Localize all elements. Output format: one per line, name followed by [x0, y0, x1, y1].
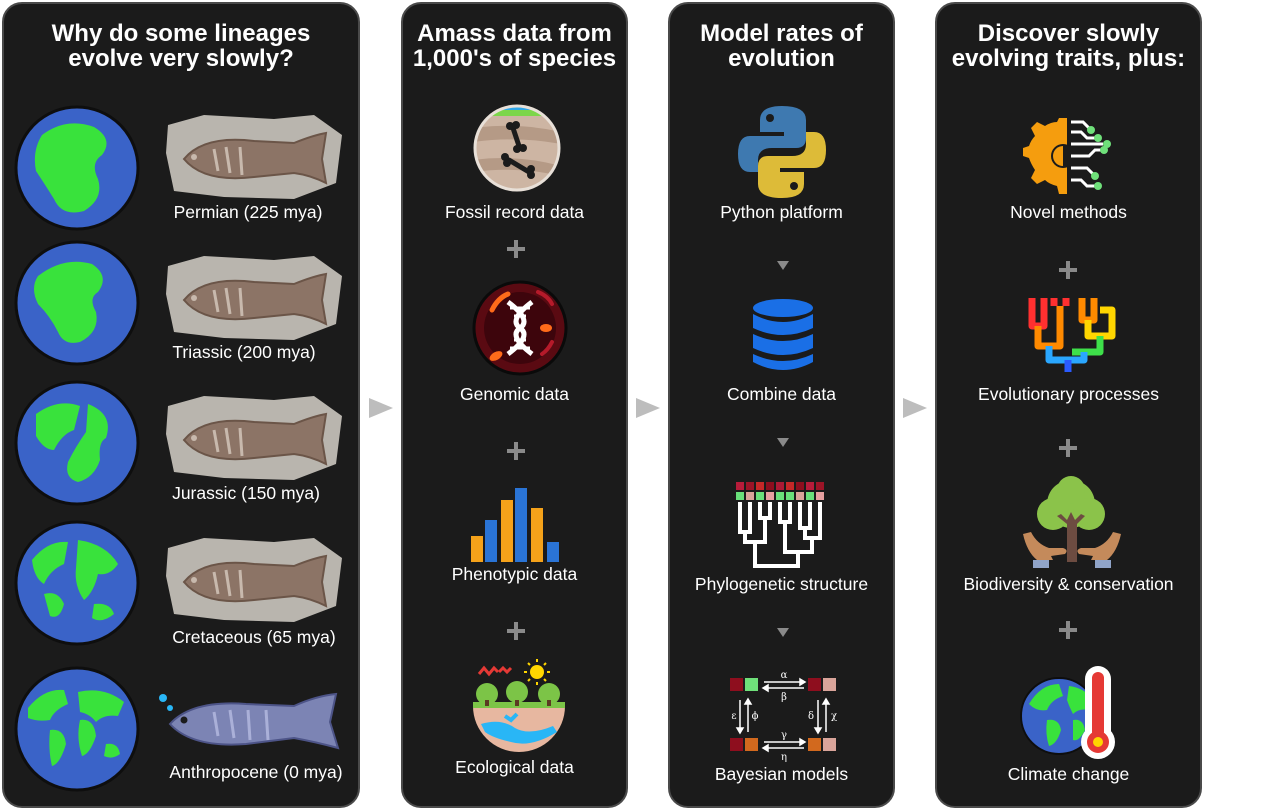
- label-evolutionary-processes: Evolutionary processes: [937, 384, 1200, 405]
- climate-change-icon: [1019, 664, 1119, 760]
- bayesian-model-icon: α β γ η ε ϕ δ χ: [730, 672, 840, 758]
- plus-icon: [1059, 261, 1077, 279]
- label-python: Python platform: [670, 202, 893, 223]
- step-arrow-icon: [777, 438, 789, 447]
- symbol-alpha: α: [781, 670, 788, 681]
- plus-icon: [507, 442, 525, 460]
- plus-icon: [507, 622, 525, 640]
- fossil-fish-icon: [164, 536, 344, 626]
- coelacanth-icon: [156, 686, 346, 756]
- globe-permian-icon: [14, 105, 140, 231]
- era-label-jurassic: Jurassic (150 mya): [164, 483, 328, 504]
- symbol-delta: δ: [808, 711, 814, 722]
- label-phylogenetic: Phylogenetic structure: [670, 574, 893, 595]
- panel-title: Amass data from 1,000's of species: [403, 21, 626, 71]
- phylogeny-icon: [736, 482, 832, 572]
- era-label-anthropocene: Anthropocene (0 mya): [158, 762, 354, 783]
- fossil-record-icon: [473, 104, 561, 192]
- panel-title: Why do some lineages evolve very slowly?: [4, 21, 358, 71]
- step-arrow-icon: [777, 261, 789, 270]
- symbol-epsilon: ε: [731, 711, 736, 722]
- plus-icon: [507, 240, 525, 258]
- panel-title: Model rates of evolution: [670, 21, 893, 71]
- label-climate-change: Climate change: [937, 764, 1200, 785]
- globe-cretaceous-icon: [14, 520, 140, 646]
- label-combine: Combine data: [670, 384, 893, 405]
- globe-anthropocene-icon: [14, 666, 140, 792]
- globe-triassic-icon: [14, 240, 140, 366]
- era-label-triassic: Triassic (200 mya): [164, 342, 324, 363]
- plus-icon: [1059, 439, 1077, 457]
- flow-arrow-2: [636, 398, 660, 418]
- label-ecological: Ecological data: [403, 757, 626, 778]
- globe-jurassic-icon: [14, 380, 140, 506]
- label-novel-methods: Novel methods: [937, 202, 1200, 223]
- label-biodiversity: Biodiversity & conservation: [937, 574, 1200, 595]
- panel-model: Model rates of evolution Python platform…: [668, 2, 895, 808]
- symbol-phi: ϕ: [752, 711, 759, 722]
- fossil-fish-icon: [164, 113, 344, 203]
- step-arrow-icon: [777, 628, 789, 637]
- label-bayesian: Bayesian models: [670, 764, 893, 785]
- era-label-cretaceous: Cretaceous (65 mya): [164, 627, 344, 648]
- database-icon: [752, 298, 814, 374]
- flow-arrow-1: [369, 398, 393, 418]
- python-logo-icon: [738, 104, 826, 200]
- panel-title: Discover slowly evolving traits, plus:: [937, 21, 1200, 71]
- evolutionary-tree-icon: [1028, 296, 1116, 374]
- plus-icon: [1059, 621, 1077, 639]
- label-fossil-record: Fossil record data: [403, 202, 626, 223]
- era-label-permian: Permian (225 mya): [164, 202, 332, 223]
- label-genomic: Genomic data: [403, 384, 626, 405]
- flow-arrow-3: [903, 398, 927, 418]
- panel-lineages: Why do some lineages evolve very slowly?…: [2, 2, 360, 808]
- symbol-beta: β: [781, 692, 787, 703]
- symbol-chi: χ: [831, 711, 837, 722]
- dna-icon: [472, 280, 568, 376]
- panel-discover: Discover slowly evolving traits, plus: N…: [935, 2, 1202, 808]
- tree-in-hands-icon: [1023, 474, 1121, 570]
- fossil-fish-icon: [164, 394, 344, 484]
- novel-methods-icon: [1023, 116, 1115, 196]
- fossil-fish-icon: [164, 254, 344, 344]
- bar-chart-icon: [471, 486, 567, 562]
- symbol-eta: η: [781, 752, 787, 763]
- symbol-gamma: γ: [781, 730, 787, 741]
- ecology-icon: [471, 658, 567, 754]
- label-phenotypic: Phenotypic data: [403, 564, 626, 585]
- panel-data: Amass data from 1,000's of species Fossi…: [401, 2, 628, 808]
